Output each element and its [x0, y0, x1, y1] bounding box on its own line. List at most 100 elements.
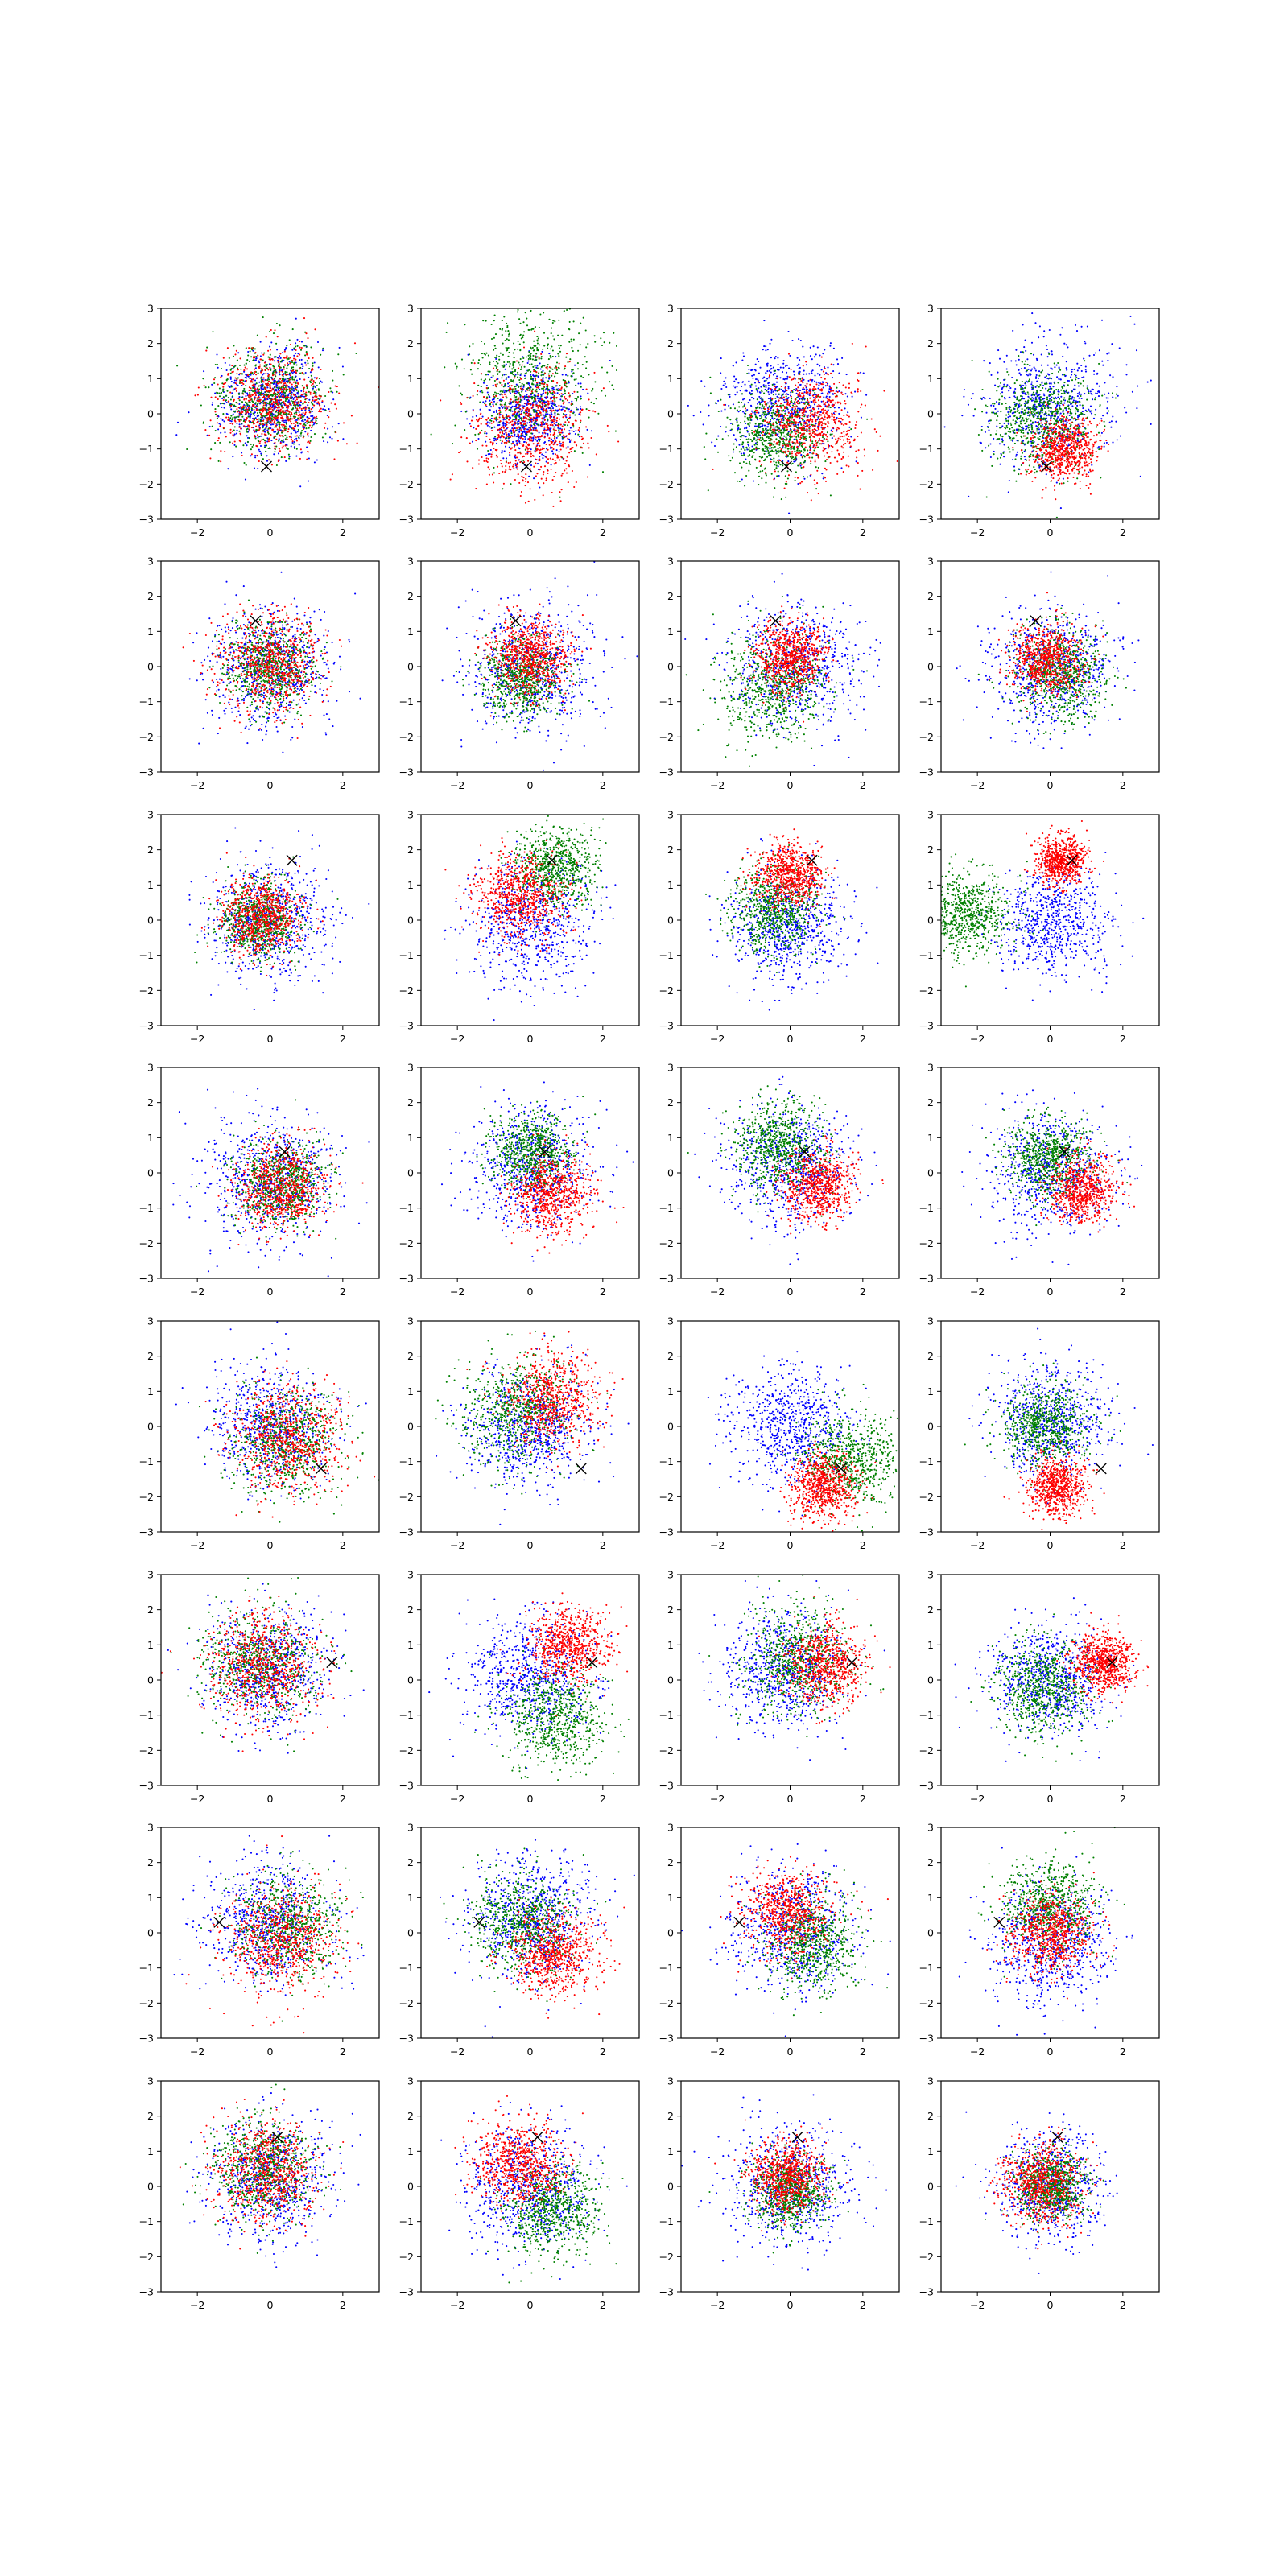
data-point — [519, 364, 521, 365]
data-point — [836, 358, 838, 360]
data-point — [770, 365, 772, 366]
data-point — [528, 351, 530, 353]
data-point — [588, 374, 589, 375]
data-point — [219, 387, 221, 389]
data-point — [577, 434, 579, 436]
data-point — [286, 410, 287, 411]
data-point — [829, 345, 831, 347]
data-point — [488, 458, 489, 460]
data-point — [789, 355, 791, 357]
data-point — [502, 419, 504, 420]
data-point — [844, 407, 846, 409]
data-point — [760, 386, 762, 388]
data-point — [309, 424, 311, 426]
data-point — [748, 372, 749, 374]
data-point — [270, 329, 272, 331]
data-point — [260, 341, 262, 343]
data-point — [848, 427, 850, 428]
data-point — [260, 392, 262, 394]
data-point — [529, 382, 530, 384]
data-point — [778, 475, 780, 477]
data-point — [502, 426, 503, 427]
data-point — [282, 447, 283, 448]
data-point — [567, 399, 568, 401]
data-point — [687, 405, 689, 407]
data-point — [729, 396, 731, 398]
data-point — [232, 431, 233, 432]
data-point — [571, 430, 572, 431]
data-point — [485, 378, 486, 380]
data-point — [539, 398, 540, 400]
data-point — [489, 419, 491, 421]
data-point — [783, 360, 785, 361]
data-point — [322, 408, 324, 410]
data-point — [801, 402, 803, 403]
data-point — [223, 427, 225, 429]
data-point — [566, 353, 568, 354]
data-point — [758, 412, 759, 414]
data-point — [490, 441, 492, 443]
data-point — [531, 363, 533, 365]
data-point — [258, 451, 260, 452]
data-point — [542, 448, 543, 450]
data-point — [811, 373, 812, 374]
data-point — [291, 400, 292, 402]
data-point — [528, 355, 530, 357]
data-point — [496, 378, 497, 380]
data-point — [547, 407, 549, 408]
data-point — [763, 345, 765, 347]
data-point — [525, 420, 526, 422]
data-point — [254, 398, 255, 400]
data-point — [284, 371, 286, 373]
data-point — [270, 341, 272, 343]
data-point — [535, 429, 537, 431]
data-point — [219, 442, 221, 444]
data-point — [278, 415, 279, 416]
data-point — [536, 448, 538, 450]
data-point — [490, 456, 492, 458]
data-point — [751, 397, 753, 398]
data-point — [537, 424, 539, 426]
data-point — [312, 365, 313, 367]
data-point — [343, 374, 345, 375]
data-point — [300, 415, 302, 416]
data-point — [279, 399, 280, 401]
data-point — [229, 357, 230, 359]
data-point — [497, 424, 499, 426]
data-point — [298, 398, 299, 399]
data-point — [246, 404, 248, 406]
data-point — [494, 345, 496, 347]
data-point — [452, 443, 453, 444]
data-point — [484, 353, 485, 354]
data-point — [473, 427, 474, 428]
data-point — [498, 359, 500, 361]
data-point — [497, 466, 498, 468]
data-point — [817, 346, 819, 348]
data-point — [253, 383, 254, 385]
data-point — [535, 390, 536, 392]
data-point — [522, 398, 523, 399]
data-point — [518, 440, 520, 442]
data-point — [708, 404, 709, 406]
data-point — [765, 349, 766, 351]
data-point — [275, 418, 276, 419]
data-point — [283, 430, 284, 431]
data-point — [520, 387, 522, 389]
data-point — [431, 434, 432, 436]
data-point — [563, 402, 564, 404]
data-point — [258, 373, 259, 374]
data-point — [541, 436, 543, 437]
data-point — [543, 482, 544, 484]
data-point — [278, 358, 279, 360]
data-point — [770, 369, 772, 370]
data-point — [312, 357, 314, 359]
data-point — [235, 446, 237, 448]
data-point — [582, 364, 584, 365]
data-point — [832, 364, 834, 365]
data-point — [337, 440, 339, 442]
data-point — [563, 379, 564, 381]
data-point — [523, 456, 525, 457]
data-point — [530, 329, 532, 331]
data-point — [221, 368, 222, 369]
data-point — [243, 425, 245, 427]
